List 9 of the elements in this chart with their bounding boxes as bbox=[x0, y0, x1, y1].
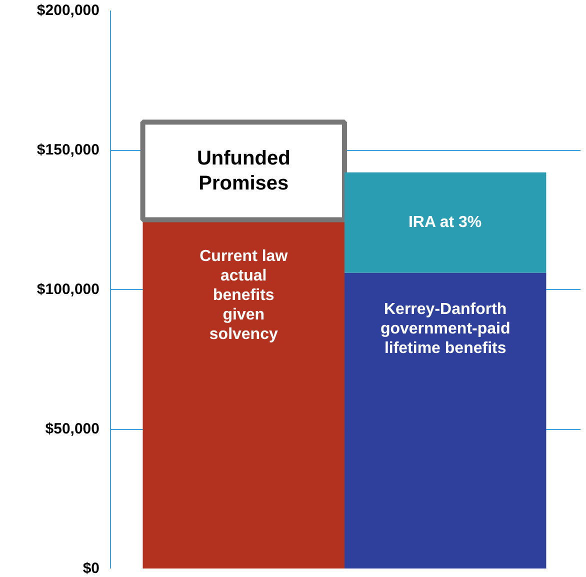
series-label: IRA at 3% bbox=[408, 214, 482, 232]
y-tick-label: $50,000 bbox=[45, 420, 100, 438]
series-label: Current law actual benefits given solvency bbox=[200, 248, 288, 343]
series-label: Unfunded Promises bbox=[196, 147, 290, 195]
y-tick-label: $150,000 bbox=[36, 142, 100, 158]
series-label: Kerrey-Danforth government-paid lifetime benefits bbox=[380, 300, 510, 357]
y-tick-label: $200,000 bbox=[36, 2, 100, 19]
y-tick-label: $0 bbox=[82, 560, 100, 577]
y-tick-label: $100,000 bbox=[36, 281, 100, 298]
